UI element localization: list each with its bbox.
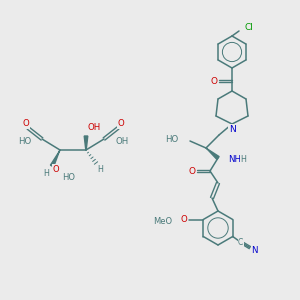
Text: HO: HO [18, 137, 31, 146]
Text: MeO: MeO [153, 217, 172, 226]
Text: OH: OH [88, 124, 101, 133]
Text: O: O [211, 76, 218, 85]
Text: O: O [188, 167, 196, 176]
Text: H: H [43, 169, 49, 178]
Text: O: O [181, 215, 188, 224]
Text: H: H [97, 164, 103, 173]
Text: H: H [240, 154, 246, 164]
Text: HO: HO [62, 172, 75, 182]
Text: O: O [53, 164, 59, 173]
Text: N: N [229, 124, 236, 134]
Text: N: N [251, 246, 258, 255]
Polygon shape [84, 136, 88, 150]
Text: C: C [238, 238, 243, 247]
Text: O: O [118, 119, 124, 128]
Text: Cl: Cl [244, 23, 253, 32]
Text: O: O [22, 119, 29, 128]
Polygon shape [206, 148, 219, 159]
Polygon shape [50, 150, 60, 167]
Text: OH: OH [116, 137, 129, 146]
Text: NH: NH [228, 154, 241, 164]
Text: HO: HO [165, 134, 178, 143]
